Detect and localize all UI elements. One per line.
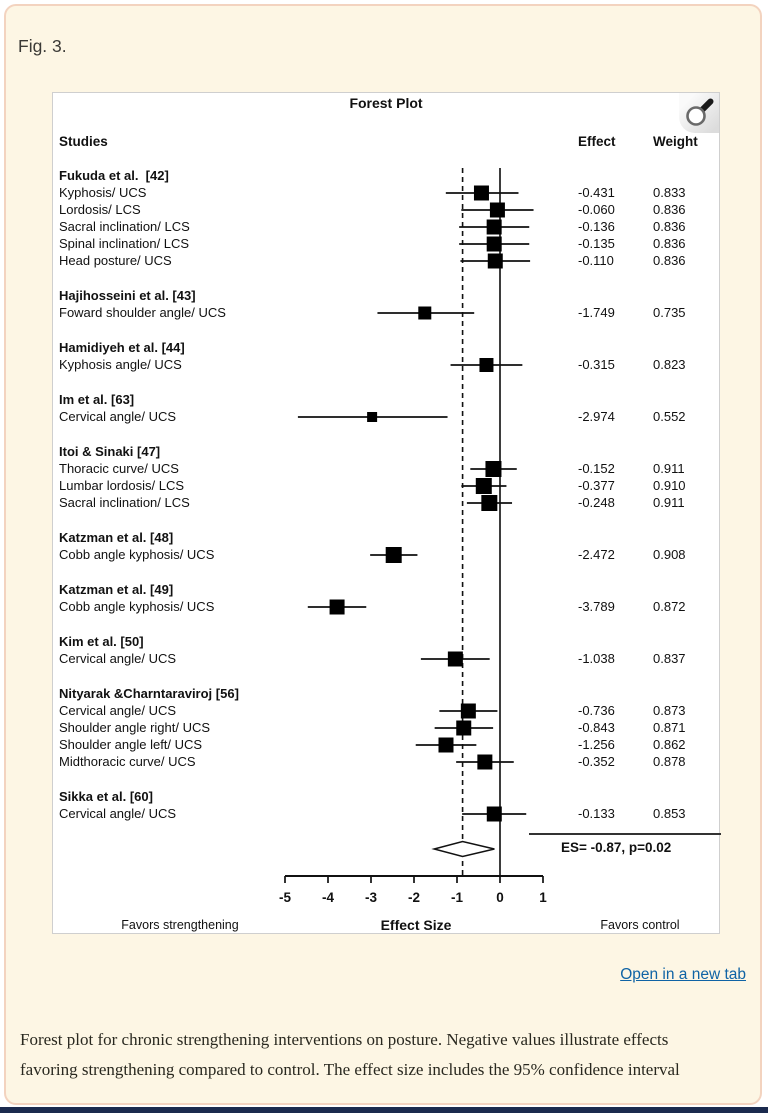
magnifier-icon bbox=[686, 98, 714, 126]
favors-control-label: Favors control bbox=[600, 918, 680, 932]
effect-square-marker bbox=[456, 720, 472, 736]
effect-square-marker bbox=[385, 547, 402, 563]
figure-caption: Forest plot for chronic strengthening in… bbox=[20, 1025, 750, 1085]
effect-square-marker bbox=[477, 754, 493, 770]
column-header-studies: Studies bbox=[59, 134, 108, 149]
effect-square-marker bbox=[485, 461, 502, 477]
effect-square-marker bbox=[473, 185, 489, 201]
effect-square-marker bbox=[487, 253, 503, 269]
forest-plot-canvas bbox=[284, 168, 721, 883]
column-header-weight: Weight bbox=[653, 134, 698, 149]
column-header-effect: Effect bbox=[578, 134, 616, 149]
effect-square-marker bbox=[486, 236, 502, 252]
effect-square-marker bbox=[418, 306, 432, 320]
open-in-new-tab-link[interactable]: Open in a new tab bbox=[620, 966, 746, 983]
effect-square-marker bbox=[479, 358, 494, 372]
page-footer-strip bbox=[0, 1107, 768, 1113]
figure-label: Fig. 3. bbox=[18, 36, 67, 56]
zoom-button[interactable] bbox=[679, 93, 719, 133]
forest-plot-panel[interactable]: Forest Plot Studies Effect Weight Fukuda… bbox=[52, 92, 721, 934]
favors-strengthening-label: Favors strengthening bbox=[121, 918, 239, 932]
effect-square-marker bbox=[475, 478, 492, 494]
plot-title: Forest Plot bbox=[349, 95, 423, 111]
effect-square-marker bbox=[486, 806, 502, 822]
effect-square-marker bbox=[486, 219, 502, 235]
summary-diamond bbox=[431, 840, 495, 858]
effect-square-marker bbox=[438, 737, 454, 753]
figure-viewer-card: Fig. 3. Forest Plot Studies Effect Weigh… bbox=[4, 4, 762, 1105]
summary-es-text: ES= -0.87, p=0.02 bbox=[561, 840, 672, 855]
effect-square-marker bbox=[489, 202, 505, 218]
effect-square-marker bbox=[367, 412, 378, 422]
caption-line: Forest plot for chronic strengthening in… bbox=[20, 1030, 669, 1049]
effect-square-marker bbox=[447, 651, 463, 667]
x-axis-label: Effect Size bbox=[380, 917, 452, 933]
caption-line: favoring strengthening compared to contr… bbox=[20, 1060, 680, 1079]
effect-square-marker bbox=[329, 599, 345, 615]
effect-square-marker bbox=[481, 495, 498, 511]
effect-square-marker bbox=[460, 703, 476, 719]
